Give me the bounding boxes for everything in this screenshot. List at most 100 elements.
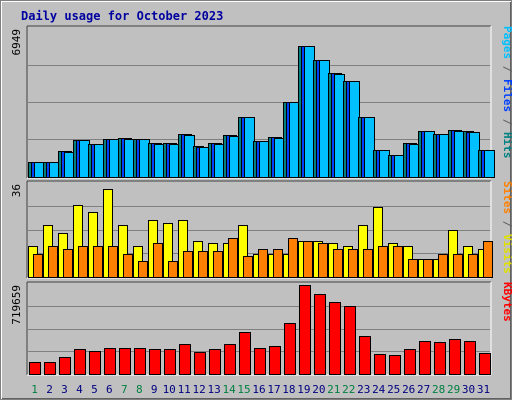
bar-sites-day-14 bbox=[228, 238, 238, 278]
day-label: 15 bbox=[237, 383, 250, 396]
chart-panels: 6949 Pages / Files / Hits 36 Sites / Visits… bbox=[10, 25, 512, 376]
day-label: 29 bbox=[447, 383, 460, 396]
day-label: 8 bbox=[136, 383, 143, 396]
day-label: 28 bbox=[432, 383, 445, 396]
bar-sites-day-8 bbox=[138, 261, 148, 278]
bar-kbytes-day-18 bbox=[284, 323, 296, 375]
bar-kbytes-day-28 bbox=[434, 342, 446, 375]
day-label: 5 bbox=[91, 383, 98, 396]
legend-entry: KBytes bbox=[501, 282, 512, 322]
legend-entry: Visits bbox=[501, 234, 512, 274]
bar-sites-day-24 bbox=[378, 246, 388, 278]
bar-kbytes-day-5 bbox=[89, 351, 101, 375]
day-label: 14 bbox=[222, 383, 236, 396]
day-label: 24 bbox=[372, 383, 386, 396]
legend-entry: Files bbox=[501, 79, 512, 112]
bar-kbytes-day-9 bbox=[149, 349, 161, 375]
legend-entry: / bbox=[501, 59, 512, 79]
day-axis-labels: 1 2 3 4 5 6 7 8 9 10 11 12 13 14 15 16 17 18 19 20 21 22 23 24 2… bbox=[31, 383, 490, 396]
bar-kbytes-day-11 bbox=[179, 344, 191, 375]
bars-visits-sites bbox=[28, 189, 493, 278]
day-label: 21 bbox=[327, 383, 340, 396]
bar-kbytes-day-10 bbox=[164, 349, 176, 375]
y-max-label: 6949 bbox=[10, 29, 23, 56]
bar-kbytes-day-31 bbox=[479, 353, 491, 375]
bar-sites-day-10 bbox=[168, 261, 178, 278]
y-max-label: 719659 bbox=[10, 285, 23, 325]
day-label: 3 bbox=[61, 383, 68, 396]
bar-sites-day-6 bbox=[108, 246, 118, 278]
bar-sites-day-29 bbox=[453, 254, 463, 278]
bar-sites-day-25 bbox=[393, 246, 403, 278]
day-label: 13 bbox=[207, 383, 220, 396]
panel-kbytes: 719659 KBytes bbox=[10, 281, 512, 376]
day-label: 6 bbox=[106, 383, 113, 396]
bar-kbytes-day-12 bbox=[194, 352, 206, 375]
legend-entry: / bbox=[501, 112, 512, 132]
bar-sites-day-28 bbox=[438, 254, 448, 278]
bar-sites-day-1 bbox=[33, 254, 43, 278]
bar-sites-day-12 bbox=[198, 251, 208, 278]
bar-sites-day-4 bbox=[78, 246, 88, 278]
day-label: 25 bbox=[387, 383, 400, 396]
bar-kbytes-day-7 bbox=[119, 348, 131, 375]
bar-sites-day-20 bbox=[318, 243, 328, 278]
bar-sites-day-26 bbox=[408, 259, 418, 278]
bar-sites-day-19 bbox=[303, 241, 313, 278]
day-label: 16 bbox=[252, 383, 265, 396]
day-label: 17 bbox=[267, 383, 280, 396]
bar-sites-day-9 bbox=[153, 243, 163, 278]
bar-sites-day-3 bbox=[63, 249, 73, 278]
bar-kbytes-day-15 bbox=[239, 332, 251, 375]
day-label: 23 bbox=[357, 383, 370, 396]
bar-kbytes-day-29 bbox=[449, 339, 461, 375]
bar-kbytes-day-13 bbox=[209, 349, 221, 375]
day-label: 31 bbox=[477, 383, 490, 396]
bar-sites-day-27 bbox=[423, 259, 433, 278]
day-label: 30 bbox=[462, 383, 475, 396]
bar-kbytes-day-21 bbox=[329, 302, 341, 375]
bar-kbytes-day-19 bbox=[299, 285, 311, 375]
bar-kbytes-day-27 bbox=[419, 341, 431, 375]
bar-sites-day-13 bbox=[213, 251, 223, 278]
bar-kbytes-day-16 bbox=[254, 348, 266, 375]
y-max-label: 36 bbox=[10, 184, 23, 197]
bar-kbytes-day-30 bbox=[464, 341, 476, 375]
bar-kbytes-day-4 bbox=[74, 349, 86, 375]
day-label: 1 bbox=[31, 383, 38, 396]
bar-kbytes-day-23 bbox=[359, 336, 371, 375]
panel-legend: Sites / Visits bbox=[501, 181, 512, 274]
bar-kbytes-day-22 bbox=[344, 306, 356, 375]
day-label: 11 bbox=[178, 383, 191, 396]
bar-sites-day-30 bbox=[468, 254, 478, 278]
bar-sites-day-31 bbox=[483, 241, 493, 278]
bar-sites-day-23 bbox=[363, 249, 373, 278]
day-label: 12 bbox=[192, 383, 205, 396]
day-label: 22 bbox=[342, 383, 355, 396]
day-label: 19 bbox=[297, 383, 310, 396]
bar-pages-day-23 bbox=[364, 117, 375, 178]
day-label: 26 bbox=[402, 383, 415, 396]
day-label: 7 bbox=[121, 383, 128, 396]
chart-title: Daily usage for October 2023 bbox=[21, 9, 223, 23]
bar-sites-day-7 bbox=[123, 254, 133, 278]
bar-sites-day-2 bbox=[48, 246, 58, 278]
panel-pages-files-hits: 6949 Pages / Files / Hits bbox=[10, 25, 512, 179]
bar-kbytes-day-25 bbox=[389, 355, 401, 375]
legend-entry: Pages bbox=[501, 26, 512, 59]
day-label: 4 bbox=[76, 383, 83, 396]
bar-sites-day-11 bbox=[183, 251, 193, 278]
day-label: 2 bbox=[46, 383, 53, 396]
bar-kbytes-day-17 bbox=[269, 346, 281, 375]
bar-kbytes-day-14 bbox=[224, 344, 236, 375]
bar-kbytes-day-24 bbox=[374, 354, 386, 375]
bar-sites-day-15 bbox=[243, 256, 253, 278]
legend-entry: / bbox=[501, 214, 512, 234]
bar-sites-day-21 bbox=[333, 249, 343, 278]
bar-sites-day-22 bbox=[348, 249, 358, 278]
legend-entry: Sites bbox=[501, 181, 512, 214]
panel-visits-sites: 36 Sites / Visits bbox=[10, 180, 512, 279]
bar-pages-day-31 bbox=[484, 150, 495, 178]
